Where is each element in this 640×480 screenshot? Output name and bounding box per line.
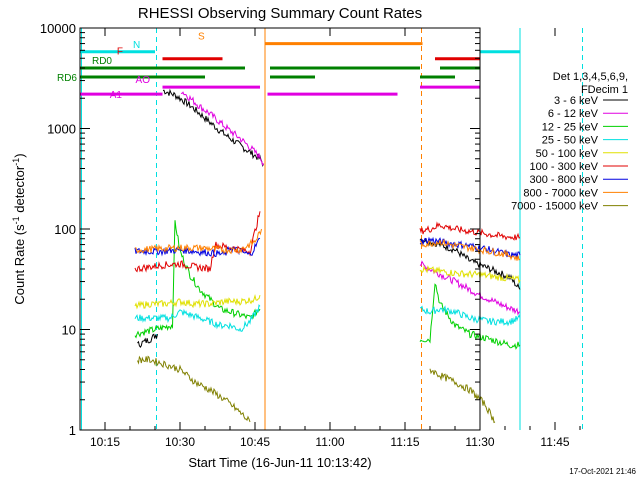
- y-axis-label-mid: detector: [12, 165, 27, 216]
- chart-title: RHESSI Observing Summary Count Rates: [138, 5, 422, 22]
- series-line-3-segment-0: [134, 304, 261, 332]
- series-line-0-segment-1: [137, 333, 158, 348]
- legend-header-fdecim: FDecim 1: [581, 84, 628, 96]
- y-tick-label-3: 1000: [47, 122, 76, 137]
- flag-label-s: S: [198, 32, 205, 43]
- flag-label-ao: AO: [136, 75, 151, 86]
- series-line-3-segment-1: [420, 305, 521, 327]
- legend-label-0: 3 - 6 keV: [554, 95, 599, 107]
- legend-label-2: 12 - 25 keV: [542, 121, 599, 133]
- series-line-8-segment-0: [137, 355, 251, 423]
- y-tick-label-2: 100: [54, 222, 76, 237]
- series-line-4-segment-1: [419, 265, 521, 284]
- legend-label-7: 800 - 7000 keV: [523, 187, 598, 199]
- x-tick-label-0: 10:15: [90, 435, 120, 449]
- axes: 10:15 10:30 10:45 11:00 11:15 11:30 11:45 1 10 10…: [40, 21, 581, 449]
- series-line-6-segment-1: [419, 236, 521, 260]
- legend-label-8: 7000 - 15000 keV: [511, 201, 599, 213]
- x-tick-label-6: 11:45: [540, 435, 569, 449]
- x-tick-label-1: 10:30: [165, 435, 195, 449]
- series-line-2-segment-1: [419, 283, 521, 350]
- legend-label-5: 100 - 300 keV: [530, 161, 599, 173]
- series-line-2-segment-0: [134, 220, 261, 339]
- series-line-1-segment-1: [419, 260, 521, 316]
- y-axis-label-sup1: -1: [11, 216, 21, 224]
- timestamp: 17-Oct-2021 21:46: [569, 467, 636, 476]
- series-line-5-segment-0: [134, 211, 261, 273]
- legend-label-1: 6 - 12 keV: [548, 108, 599, 120]
- y-axis-label-sup2: -1: [11, 158, 21, 166]
- y-tick-label-4: 10000: [40, 21, 76, 36]
- legend-label-4: 50 - 100 keV: [536, 148, 599, 160]
- x-axis-label: Start Time (16-Jun-11 10:13:42): [188, 455, 371, 470]
- flag-label-f: F: [117, 47, 123, 58]
- x-tick-label-4: 11:15: [390, 435, 419, 449]
- series-line-5-segment-1: [419, 221, 521, 241]
- legend-label-3: 25 - 50 keV: [542, 135, 599, 147]
- x-tick-label-3: 11:00: [315, 435, 344, 449]
- series-line-0-segment-0: [162, 88, 264, 167]
- flag-label-rd0: RD0: [92, 56, 112, 67]
- flag-label-rd6: RD6: [57, 73, 77, 84]
- series-line-7-segment-0: [134, 228, 262, 255]
- x-tick-label-2: 10:45: [240, 435, 270, 449]
- flag-label-n: N: [133, 40, 140, 51]
- x-tick-label-5: 11:30: [465, 435, 494, 449]
- y-tick-label-0: 1: [69, 423, 76, 438]
- y-axis-label-end: ): [12, 153, 27, 157]
- legend-header-detectors: Det 1,3,4,5,6,9,: [553, 71, 628, 83]
- series-line-1-segment-0: [180, 91, 264, 167]
- y-axis-label: Count Rate (s-1 detector-1): [11, 153, 27, 304]
- legend-label-6: 300 - 800 keV: [530, 174, 599, 186]
- series-line-7-segment-1: [419, 239, 521, 262]
- y-axis-label-main: Count Rate (s: [12, 224, 27, 305]
- plot-area: NF S RD0 RD6 AO A1: [57, 28, 583, 430]
- series-line-8-segment-1: [429, 368, 496, 424]
- y-tick-label-1: 10: [62, 323, 76, 338]
- flag-label-a1: A1: [110, 90, 123, 101]
- series-line-4-segment-0: [134, 294, 261, 310]
